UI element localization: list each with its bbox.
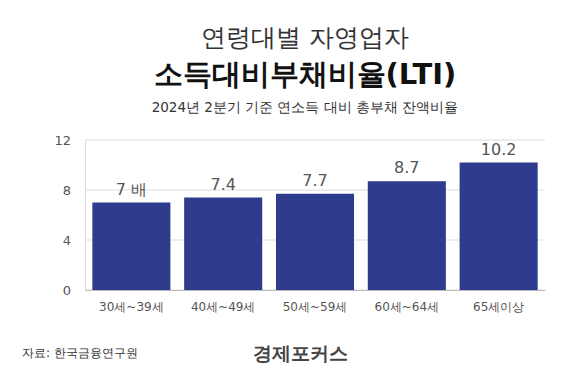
- x-axis-line: [86, 290, 546, 291]
- x-tick-label: 50세~59세: [283, 300, 348, 314]
- bar: [92, 203, 170, 291]
- data-label: 8.7: [394, 158, 419, 177]
- data-label: 10.2: [481, 140, 517, 159]
- y-axis: 0 4 8 12: [54, 133, 85, 298]
- bar: [184, 198, 262, 291]
- x-tick: 65세이상: [473, 290, 524, 314]
- y-tick-label: 12: [54, 133, 71, 148]
- title: 소득대비부채비율(LTI): [154, 57, 457, 91]
- x-tick: 50세~59세: [283, 290, 348, 314]
- y-tick-label: 0: [63, 283, 71, 298]
- data-label: 7.4: [210, 175, 235, 194]
- bar: [460, 163, 538, 291]
- bar: [368, 181, 446, 290]
- y-tick-label: 8: [63, 183, 71, 198]
- y-axis-line: [85, 141, 86, 291]
- x-tick: 30세~39세: [99, 290, 164, 314]
- bar: [276, 194, 354, 290]
- y-tick-label: 4: [63, 233, 71, 248]
- x-tick: 40세~49세: [191, 290, 256, 314]
- data-label: 7 배: [116, 180, 147, 199]
- subtitle: 2024년 2분기 기준 연소득 대비 총부채 잔액비율: [152, 99, 459, 115]
- data-labels: 7 배 7.4 7.7 8.7 10.2: [116, 140, 517, 199]
- bars: [92, 163, 537, 291]
- x-tick-label: 65세이상: [473, 300, 524, 314]
- background: [0, 0, 570, 379]
- chart: 연령대별 자영업자소득대비부채비율(LTI) 2024년 2분기 기준 연소득 대…: [0, 0, 570, 379]
- grid: [85, 140, 545, 290]
- y-tick: 4: [63, 233, 85, 248]
- source: 자료: 한국금융연구원: [22, 346, 138, 360]
- x-axis: 30세~39세 40세~49세 50세~59세 60세~64세 65세이상: [86, 290, 546, 314]
- x-tick-label: 60세~64세: [375, 300, 440, 314]
- title: 연령대별 자영업자: [201, 23, 409, 52]
- x-tick-label: 30세~39세: [99, 300, 164, 314]
- y-tick: 0: [63, 283, 85, 298]
- y-tick: 12: [54, 133, 85, 148]
- data-label: 7.7: [302, 171, 327, 190]
- x-tick-label: 40세~49세: [191, 300, 256, 314]
- x-tick: 60세~64세: [375, 290, 440, 314]
- grid-line: [85, 140, 545, 141]
- y-tick: 8: [63, 183, 85, 198]
- credit: 경제포커스: [253, 342, 348, 364]
